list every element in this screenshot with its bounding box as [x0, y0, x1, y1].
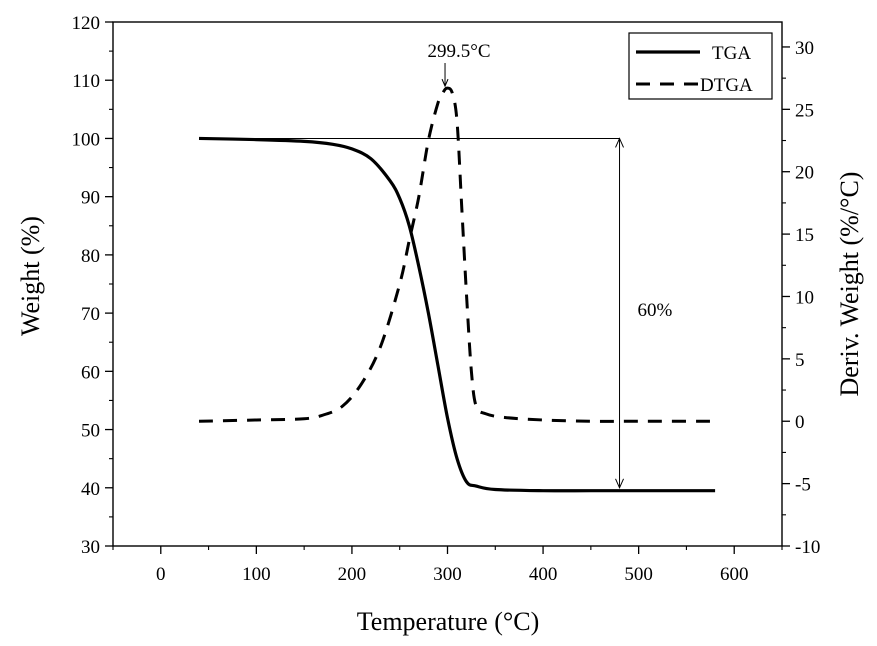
plot-frame — [112, 21, 783, 547]
x-tick-label: 500 — [624, 564, 653, 585]
y-left-tick-label: 90 — [81, 188, 100, 209]
y-right-tick-label: 25 — [795, 100, 814, 121]
span-arrow-up — [615, 137, 624, 148]
legend-tga-label: TGA — [712, 43, 751, 64]
legend-box — [628, 32, 773, 100]
y-right-tick-label: 20 — [795, 163, 814, 184]
peak-temperature-label: 299.5°C — [428, 41, 491, 62]
y-left-tick-label: 50 — [81, 421, 100, 442]
x-tick-label: 0 — [156, 564, 166, 585]
y-axis-left-title: Weight (%) — [16, 216, 45, 336]
x-tick-label: 200 — [338, 564, 367, 585]
tga-series-line — [198, 136, 716, 493]
x-tick-label: 400 — [529, 564, 558, 585]
y-left-tick-label: 100 — [72, 129, 101, 150]
x-tick-label: 300 — [433, 564, 462, 585]
y-left-tick-label: 120 — [72, 13, 101, 34]
legend: TGA DTGA — [628, 32, 773, 100]
dtga-series-line — [198, 86, 716, 423]
y-axis-right-title: Deriv. Weight (%/°C) — [835, 172, 864, 397]
y-right-tick-label: 15 — [795, 225, 814, 246]
y-left-tick-label: 30 — [81, 537, 100, 558]
y-right-tick-label: -5 — [795, 475, 811, 496]
span-arrow-down — [615, 478, 624, 490]
x-axis-title: Temperature (°C) — [357, 607, 540, 636]
weight-loss-label: 60% — [638, 300, 673, 321]
y-left-tick-label: 60 — [81, 362, 100, 383]
y-right-tick-label: 10 — [795, 287, 814, 308]
y-left-tick-label: 70 — [81, 304, 100, 325]
x-tick-label: 600 — [720, 564, 749, 585]
legend-dtga-label: DTGA — [700, 75, 753, 96]
y-left-tick-label: 110 — [72, 71, 100, 92]
y-right-tick-label: 5 — [795, 350, 805, 371]
x-tick-label: 100 — [242, 564, 271, 585]
y-right-tick-label: -10 — [795, 537, 820, 558]
peak-pointer-arrow — [441, 78, 449, 88]
y-right-tick-label: 0 — [795, 412, 805, 433]
y-right-tick-label: 30 — [795, 38, 814, 59]
y-left-tick-label: 40 — [81, 479, 100, 500]
y-left-tick-label: 80 — [81, 246, 100, 267]
